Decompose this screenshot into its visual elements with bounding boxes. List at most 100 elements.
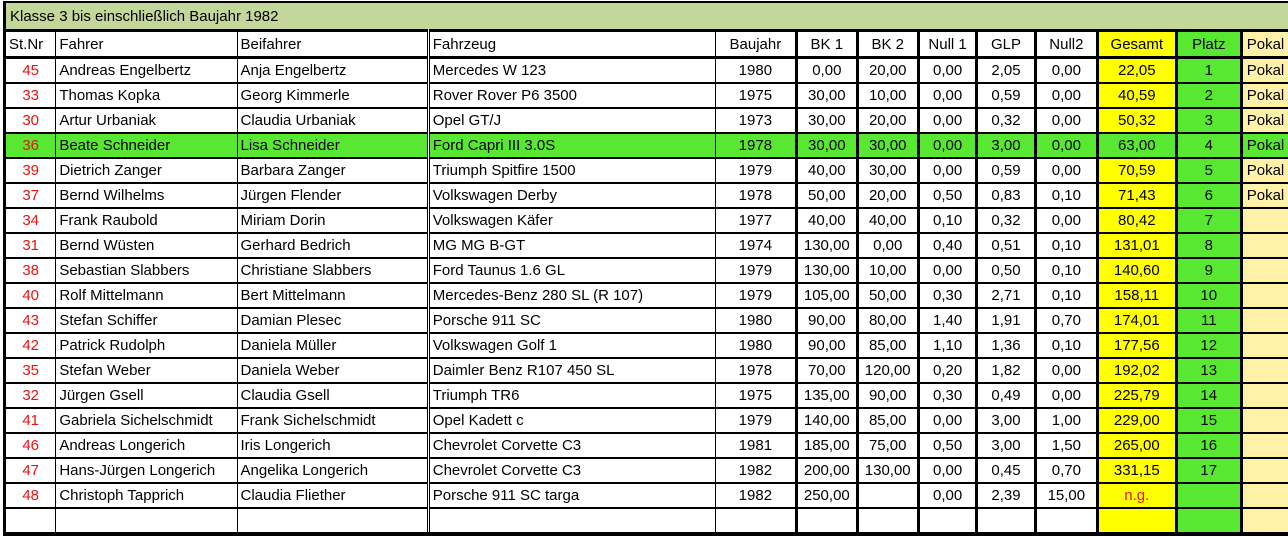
cell-glp[interactable]: 1,82: [975, 357, 1036, 384]
cell-null2[interactable]: 0,70: [1033, 457, 1099, 484]
cell-fahrer[interactable]: Frank Raubold: [55, 207, 238, 234]
cell-platz[interactable]: 16: [1174, 432, 1242, 459]
cell-baujahr[interactable]: 1975: [714, 82, 798, 109]
cell-pokal[interactable]: Pokal: [1239, 56, 1288, 84]
cell-fahrer[interactable]: Artur Urbaniak: [55, 107, 238, 134]
cell-gesamt[interactable]: 140,60: [1096, 257, 1177, 284]
cell-platz[interactable]: 12: [1174, 332, 1242, 359]
column-header-null1[interactable]: Null 1: [916, 30, 978, 59]
cell-null1[interactable]: 0,00: [916, 257, 978, 284]
cell-bk2[interactable]: 85,00: [855, 407, 919, 434]
cell-glp[interactable]: 3,00: [975, 432, 1036, 459]
cell-bk1[interactable]: 90,00: [795, 332, 858, 359]
cell-fahrzeug[interactable]: [426, 507, 716, 535]
cell-pokal[interactable]: Pokal: [1239, 82, 1288, 109]
cell-platz[interactable]: 10: [1174, 282, 1242, 309]
cell-bk2[interactable]: 10,00: [855, 82, 919, 109]
cell-beifahrer[interactable]: Gerhard Bedrich: [236, 232, 429, 259]
cell-stnr[interactable]: 37: [3, 182, 57, 209]
cell-baujahr[interactable]: 1980: [714, 56, 798, 84]
cell-bk2[interactable]: 75,00: [855, 432, 919, 459]
cell-baujahr[interactable]: 1979: [714, 257, 798, 284]
cell-fahrzeug[interactable]: Opel GT/J: [426, 107, 716, 134]
cell-platz[interactable]: 14: [1174, 382, 1242, 409]
cell-null2[interactable]: 0,00: [1033, 157, 1099, 184]
cell-beifahrer[interactable]: Claudia Urbaniak: [236, 107, 429, 134]
cell-glp[interactable]: 1,36: [975, 332, 1036, 359]
cell-beifahrer[interactable]: Anja Engelbertz: [236, 56, 429, 84]
cell-bk1[interactable]: 130,00: [795, 257, 858, 284]
cell-platz[interactable]: [1174, 482, 1242, 509]
cell-beifahrer[interactable]: Frank Sichelschmidt: [236, 407, 429, 434]
cell-fahrer[interactable]: Bernd Wilhelms: [55, 182, 238, 209]
cell-null1[interactable]: 0,50: [916, 182, 978, 209]
cell-baujahr[interactable]: 1979: [714, 407, 798, 434]
cell-beifahrer[interactable]: Daniela Weber: [236, 357, 429, 384]
cell-glp[interactable]: 0,83: [975, 182, 1036, 209]
cell-fahrzeug[interactable]: Opel Kadett c: [426, 407, 716, 434]
cell-bk1[interactable]: 0,00: [795, 56, 858, 84]
cell-null1[interactable]: 0,00: [916, 157, 978, 184]
cell-null1[interactable]: 0,20: [916, 357, 978, 384]
cell-null1[interactable]: 0,00: [916, 82, 978, 109]
cell-bk2[interactable]: 20,00: [855, 182, 919, 209]
cell-null1[interactable]: 0,00: [916, 407, 978, 434]
cell-fahrer[interactable]: Bernd Wüsten: [55, 232, 238, 259]
cell-fahrer[interactable]: Sebastian Slabbers: [55, 257, 238, 284]
column-header-pokal[interactable]: Pokal: [1239, 30, 1288, 59]
cell-null2[interactable]: 1,50: [1033, 432, 1099, 459]
cell-gesamt[interactable]: 50,32: [1096, 107, 1177, 134]
cell-bk1[interactable]: 70,00: [795, 357, 858, 384]
cell-null2[interactable]: 0,10: [1033, 257, 1099, 284]
cell-fahrzeug[interactable]: Chevrolet Corvette C3: [426, 432, 716, 459]
cell-stnr[interactable]: 32: [3, 382, 57, 409]
cell-fahrzeug[interactable]: Triumph TR6: [426, 382, 716, 409]
cell-null1[interactable]: 0,30: [916, 382, 978, 409]
cell-null2[interactable]: 1,00: [1033, 407, 1099, 434]
column-header-platz[interactable]: Platz: [1174, 30, 1242, 59]
cell-stnr[interactable]: 36: [3, 132, 57, 159]
cell-glp[interactable]: 2,71: [975, 282, 1036, 309]
cell-pokal[interactable]: [1239, 307, 1288, 334]
cell-stnr[interactable]: 45: [3, 56, 57, 84]
cell-stnr[interactable]: 31: [3, 232, 57, 259]
cell-fahrer[interactable]: Christoph Tapprich: [55, 482, 238, 509]
cell-null2[interactable]: 0,00: [1033, 107, 1099, 134]
cell-baujahr[interactable]: 1980: [714, 332, 798, 359]
cell-glp[interactable]: 0,49: [975, 382, 1036, 409]
cell-bk1[interactable]: 250,00: [795, 482, 858, 509]
cell-beifahrer[interactable]: Lisa Schneider: [236, 132, 429, 159]
cell-gesamt[interactable]: 177,56: [1096, 332, 1177, 359]
cell-platz[interactable]: 15: [1174, 407, 1242, 434]
cell-gesamt[interactable]: 192,02: [1096, 357, 1177, 384]
cell-null1[interactable]: 0,00: [916, 457, 978, 484]
cell-platz[interactable]: 11: [1174, 307, 1242, 334]
cell-pokal[interactable]: [1239, 207, 1288, 234]
cell-fahrer[interactable]: Gabriela Sichelschmidt: [55, 407, 238, 434]
cell-null2[interactable]: 0,00: [1033, 56, 1099, 84]
cell-beifahrer[interactable]: [236, 507, 429, 535]
cell-stnr[interactable]: [3, 507, 57, 535]
cell-bk1[interactable]: 30,00: [795, 107, 858, 134]
cell-bk2[interactable]: [855, 482, 919, 509]
cell-fahrer[interactable]: Patrick Rudolph: [55, 332, 238, 359]
cell-bk1[interactable]: 200,00: [795, 457, 858, 484]
cell-beifahrer[interactable]: Daniela Müller: [236, 332, 429, 359]
cell-null2[interactable]: 0,70: [1033, 307, 1099, 334]
cell-beifahrer[interactable]: Barbara Zanger: [236, 157, 429, 184]
cell-platz[interactable]: 17: [1174, 457, 1242, 484]
cell-glp[interactable]: [975, 507, 1036, 535]
cell-pokal[interactable]: Pokal: [1239, 107, 1288, 134]
cell-bk2[interactable]: 80,00: [855, 307, 919, 334]
cell-baujahr[interactable]: 1978: [714, 132, 798, 159]
cell-baujahr[interactable]: 1975: [714, 382, 798, 409]
cell-null1[interactable]: 0,00: [916, 107, 978, 134]
cell-pokal[interactable]: [1239, 232, 1288, 259]
cell-null2[interactable]: 0,00: [1033, 132, 1099, 159]
cell-glp[interactable]: 0,59: [975, 157, 1036, 184]
cell-bk1[interactable]: 40,00: [795, 207, 858, 234]
cell-fahrzeug[interactable]: MG MG B-GT: [426, 232, 716, 259]
cell-fahrzeug[interactable]: Rover Rover P6 3500: [426, 82, 716, 109]
cell-gesamt[interactable]: 22,05: [1096, 56, 1177, 84]
cell-beifahrer[interactable]: Miriam Dorin: [236, 207, 429, 234]
